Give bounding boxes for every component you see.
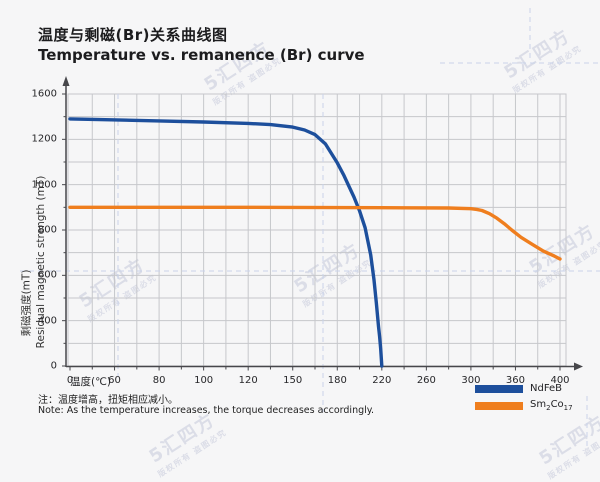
x-tick-label: 100	[194, 375, 214, 386]
y-tick-label: 1000	[31, 179, 57, 191]
x-tick-label: 300	[461, 375, 481, 386]
y-axis-title-zh: 剩磁强度(mT)	[20, 269, 33, 337]
y-tick-label: 400	[37, 315, 57, 327]
x-tick-label: 0	[66, 375, 74, 386]
x-tick-label: 180	[327, 375, 347, 386]
x-tick-label: 80	[152, 375, 166, 386]
y-tick-label: 800	[37, 224, 57, 236]
y-tick-label: 1200	[31, 133, 57, 145]
y-tick-label: 0	[50, 360, 57, 372]
note-zh: 注：温度增高，扭矩相应减小。	[38, 395, 178, 406]
x-tick-label: 60	[108, 375, 121, 386]
y-tick-label: 600	[37, 269, 57, 281]
x-tick-label: 150	[283, 375, 303, 386]
chart-title-en: Temperature vs. remanence (Br) curve	[38, 46, 365, 64]
legend-label-sm2co17: Sm2Co17	[530, 399, 573, 412]
legend-label-ndfeb: NdFeB	[530, 383, 563, 394]
series-curve-ndfeb	[68, 117, 384, 368]
chart-title-zh: 温度与剩磁(Br)关系曲线图	[38, 26, 228, 44]
x-axis-title: 温度(℃)	[70, 376, 111, 388]
x-tick-label: 360	[505, 375, 525, 386]
legend: NdFeB Sm2Co17	[475, 383, 573, 412]
x-tick-label: 220	[372, 375, 392, 386]
y-tick-label: 1600	[31, 88, 57, 100]
x-tick-label: 260	[416, 375, 436, 386]
x-tick-label: 120	[238, 375, 258, 386]
series-curve-sm2co17	[68, 205, 562, 261]
chart-plot-area	[20, 8, 600, 448]
legend-swatch-ndfeb	[475, 384, 523, 393]
legend-item-ndfeb: NdFeB	[475, 383, 573, 394]
legend-item-sm2co17: Sm2Co17	[475, 399, 573, 412]
x-tick-label: 400	[550, 375, 570, 386]
legend-swatch-sm2co17	[475, 401, 523, 410]
note-en: Note: As the temperature increases, the …	[38, 405, 375, 416]
